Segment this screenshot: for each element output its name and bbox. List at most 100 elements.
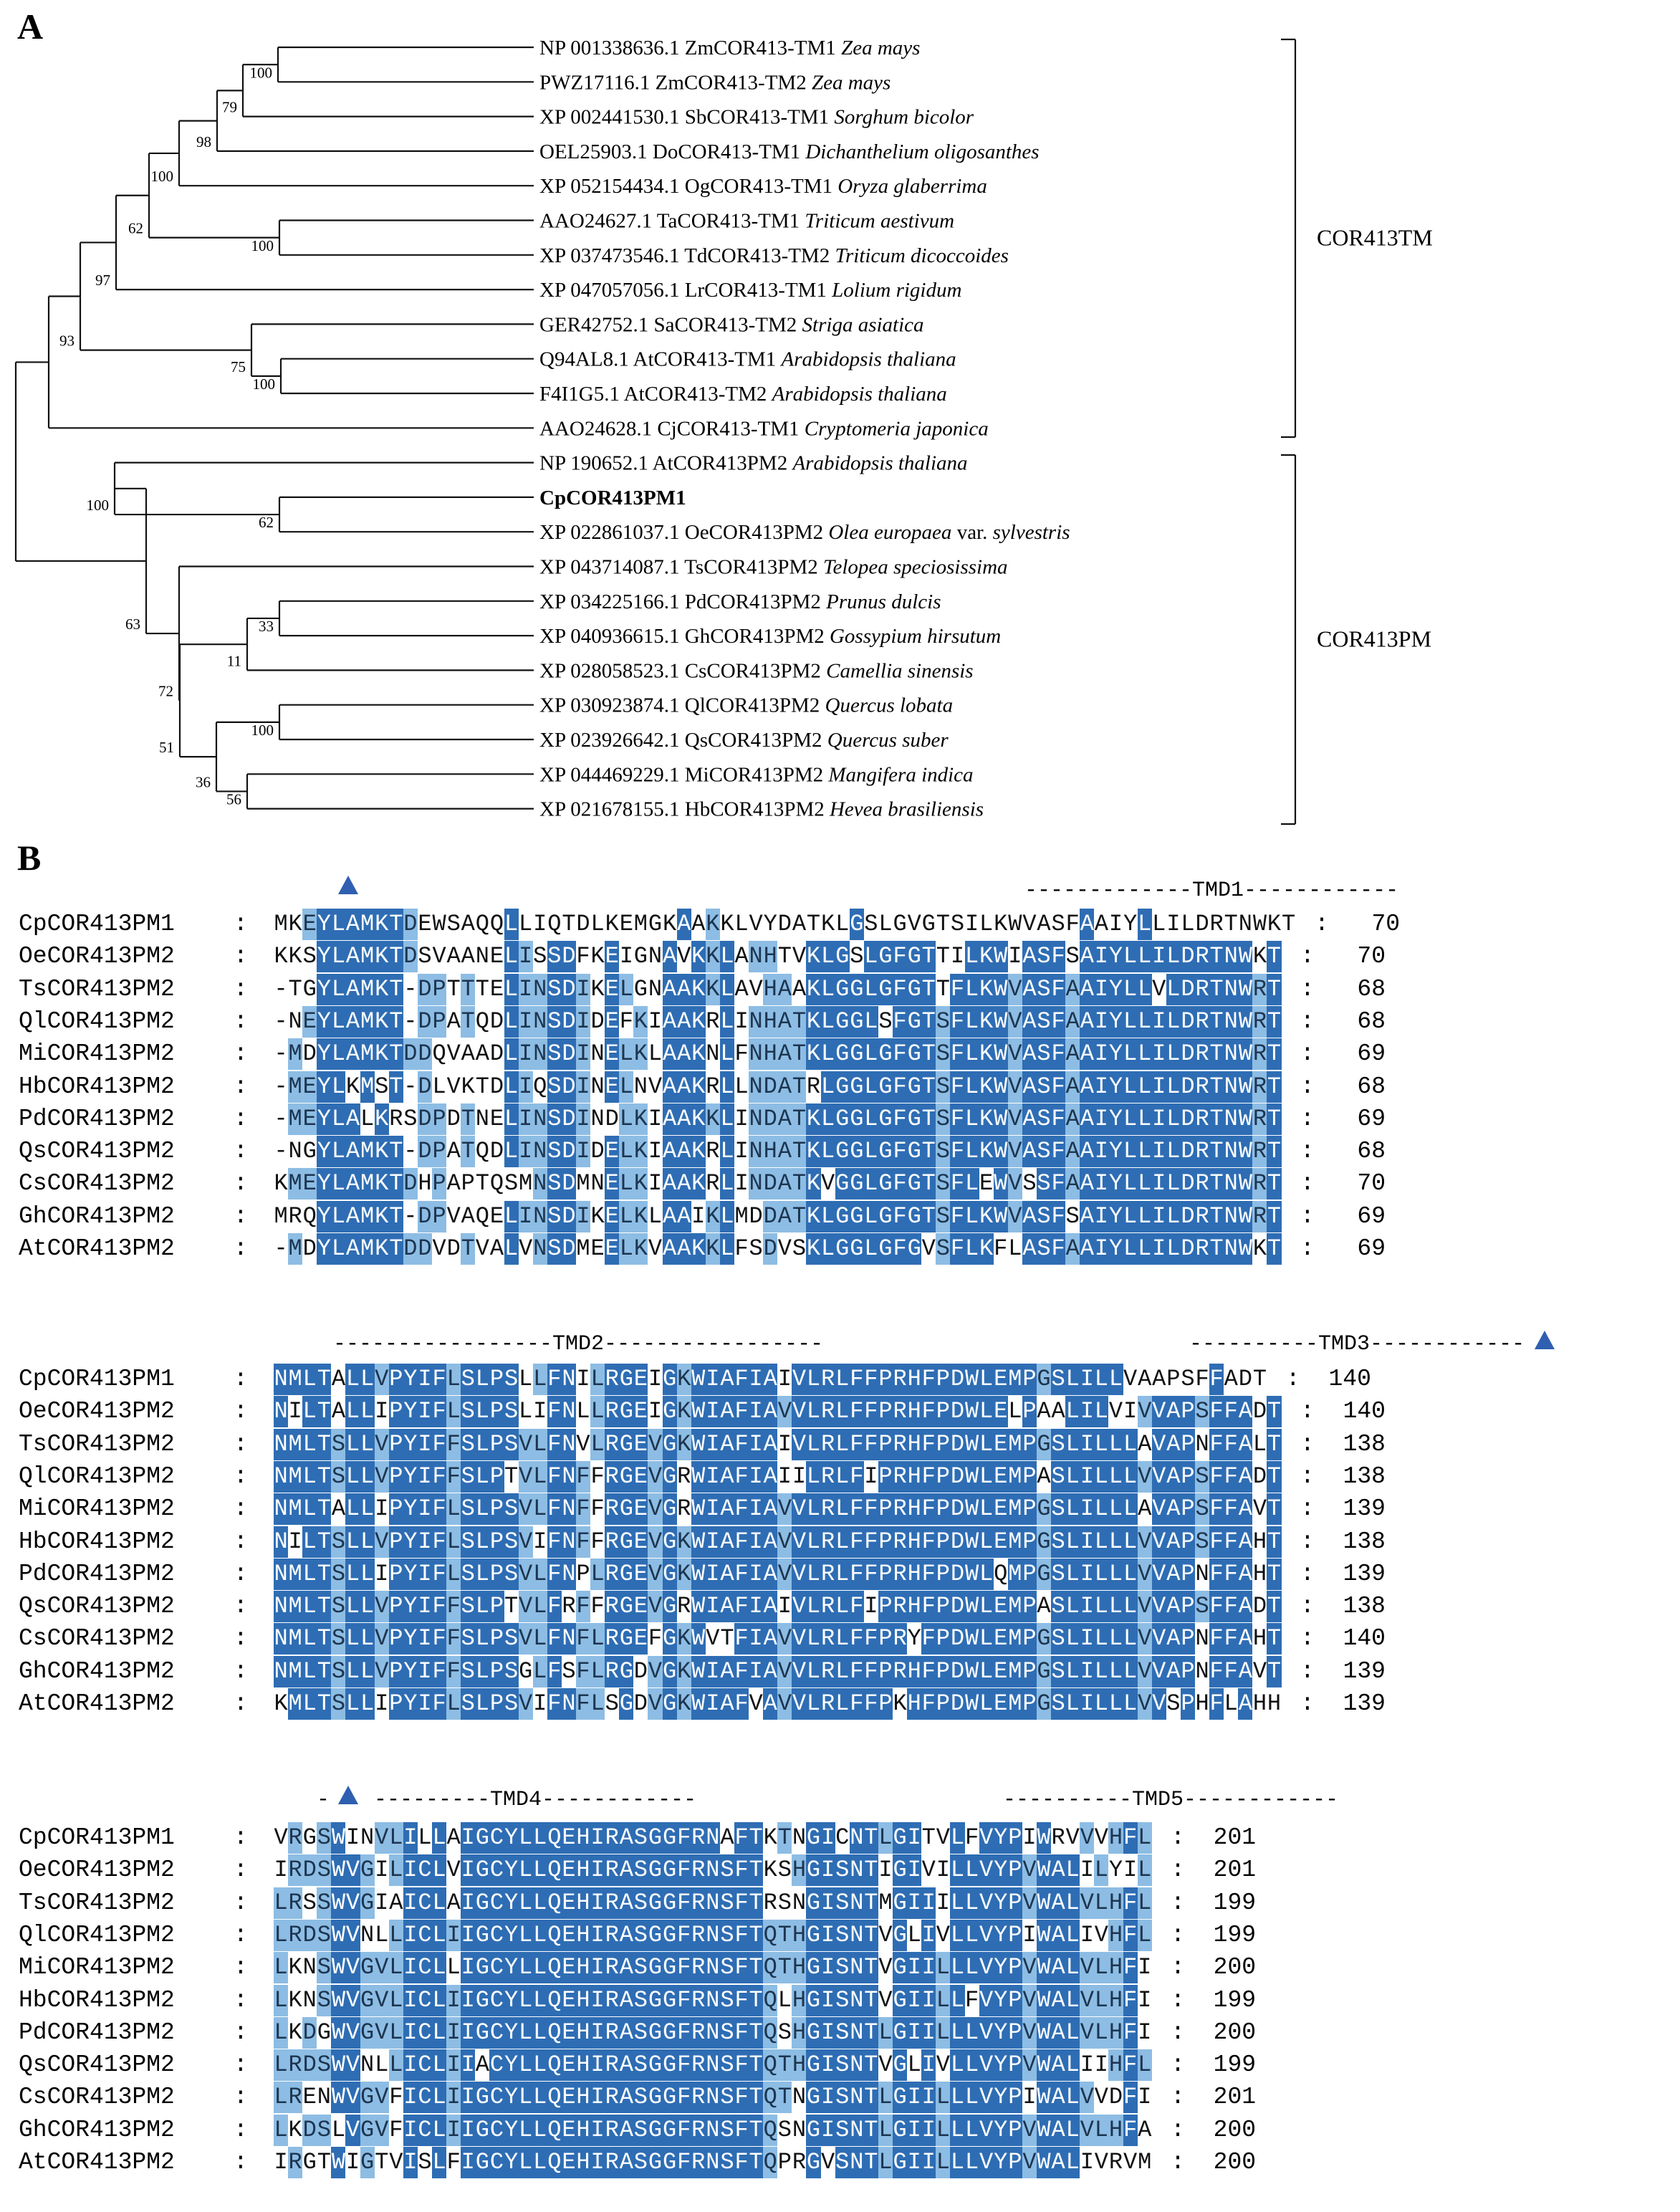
residue: G	[662, 1428, 677, 1460]
residue: K	[806, 1200, 821, 1232]
residue: N	[792, 1887, 807, 1919]
leaf-suffix: var.	[951, 521, 992, 544]
residue: N	[302, 1952, 317, 1984]
residue: L	[1137, 1233, 1152, 1265]
residue: F	[388, 2114, 403, 2146]
residue: I	[878, 1854, 893, 1887]
residue: R	[1195, 1038, 1210, 1071]
residue: F	[446, 1460, 461, 1493]
residue: I	[921, 2114, 936, 2146]
residue: V	[676, 941, 691, 973]
residue: I	[820, 1919, 835, 1951]
residue: L	[446, 1688, 461, 1720]
residue: W	[331, 1984, 346, 2016]
bootstrap-value: 36	[196, 773, 211, 790]
residue: A	[777, 1200, 792, 1232]
residue: G	[806, 2147, 821, 2178]
residue: I	[749, 1364, 764, 1395]
residue: Y	[317, 1136, 332, 1168]
residue: T	[317, 1558, 332, 1590]
residue: V	[878, 2049, 893, 2082]
residue: I	[374, 1396, 389, 1428]
residue: S	[1051, 1364, 1066, 1395]
residue: L	[331, 1200, 346, 1232]
residue: N	[360, 1919, 375, 1951]
residue: T	[504, 1460, 519, 1493]
residue: L	[964, 2016, 979, 2049]
residue: R	[605, 1364, 620, 1395]
residue: D	[950, 1428, 965, 1460]
residue: I	[417, 1460, 433, 1493]
residue: L	[1007, 1233, 1022, 1265]
residue: V	[648, 1558, 663, 1590]
residue: N	[705, 1854, 720, 1887]
residue: N	[532, 1200, 547, 1232]
residue: A	[719, 1396, 734, 1428]
residue: E	[993, 1526, 1008, 1558]
separator: :	[234, 1073, 248, 1100]
residue: I	[461, 1854, 476, 1887]
residue: -	[403, 1136, 418, 1168]
residue: S	[835, 1887, 850, 1919]
residue: R	[820, 1558, 835, 1590]
residue: G	[893, 2114, 908, 2146]
sequence-residues: LKDGWVGVLICLIIGCYLLQEHIRASGGFRNSFTQSHGIS…	[274, 2016, 1152, 2049]
residue: L	[964, 1233, 979, 1265]
residue: F	[734, 1591, 749, 1623]
residue: T	[749, 2082, 764, 2114]
residue: A	[345, 1038, 360, 1071]
residue: W	[1036, 1952, 1052, 1984]
residue: P	[388, 1526, 403, 1558]
residue: V	[907, 909, 922, 940]
residue: K	[288, 2016, 303, 2049]
residue: V	[777, 1558, 792, 1590]
residue: W	[691, 1655, 706, 1687]
residue: F	[1123, 1822, 1138, 1854]
residue: L	[532, 1919, 547, 1951]
residue: C	[489, 1887, 504, 1919]
residue: G	[648, 1919, 663, 1951]
residue: R	[605, 1984, 620, 2016]
residue: T	[749, 2147, 764, 2178]
residue: A	[345, 1103, 360, 1135]
residue: V	[518, 1623, 533, 1655]
residue: L	[936, 2147, 951, 2178]
residue: I	[417, 1428, 433, 1460]
residue: D	[489, 1071, 504, 1103]
separator: :	[234, 943, 248, 970]
residue: I	[648, 1005, 663, 1038]
residue: W	[1238, 941, 1253, 973]
sequence-name: HbCOR413PM2	[19, 1528, 175, 1555]
residue: G	[1036, 1558, 1052, 1590]
residue: V	[777, 1233, 792, 1265]
residue: V	[1151, 1428, 1166, 1460]
residue: A	[719, 1688, 734, 1720]
residue: R	[1195, 1168, 1210, 1200]
leaf-accession: XP 021678155.1 HbCOR413PM2	[539, 798, 830, 821]
residue: M	[288, 1591, 303, 1623]
residue: A	[1166, 1623, 1181, 1655]
residue: I	[705, 1591, 720, 1623]
residue: G	[475, 2016, 490, 2049]
leaf-species: Zea mays	[812, 71, 891, 94]
residue: I	[921, 2049, 936, 2082]
residue: P	[489, 1623, 504, 1655]
residue: F	[1123, 2049, 1138, 2082]
leaf-species: Gossypium hirsutum	[830, 625, 1001, 648]
residue-count: 68	[1357, 975, 1386, 1002]
residue: N	[705, 2049, 720, 2082]
residue: I	[1166, 909, 1181, 940]
separator: :	[234, 1138, 248, 1165]
residue: I	[461, 2082, 476, 2114]
residue: I	[921, 1952, 936, 1984]
residue: V	[1137, 1526, 1152, 1558]
residue: I	[749, 1591, 764, 1623]
residue: L	[446, 1526, 461, 1558]
separator: :	[234, 1170, 248, 1197]
residue: K	[1252, 1233, 1267, 1265]
residue: T	[719, 1623, 734, 1655]
residue: A	[662, 1200, 677, 1232]
residue: I	[518, 1136, 533, 1168]
residue: K	[806, 1233, 821, 1265]
residue: K	[633, 1005, 648, 1038]
